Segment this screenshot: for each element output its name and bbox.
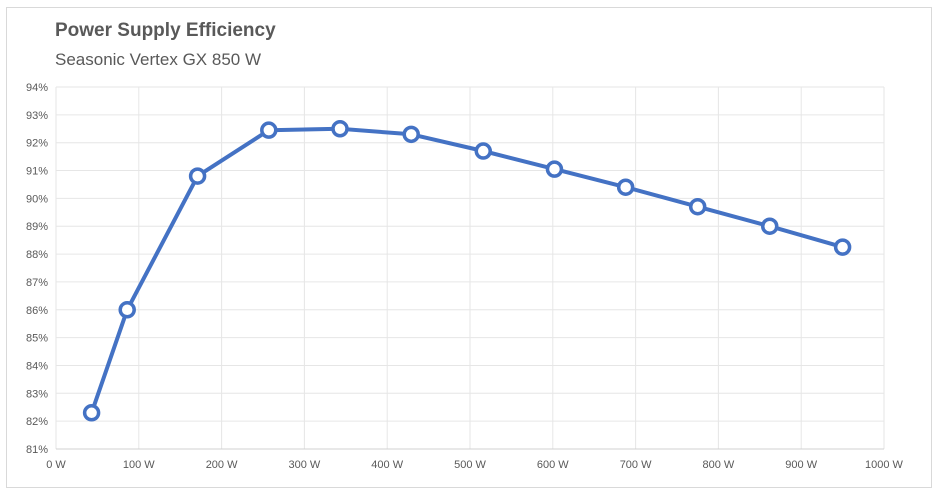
data-point xyxy=(833,238,852,256)
y-tick-label: 93% xyxy=(26,110,48,122)
y-tick-label: 87% xyxy=(26,277,48,289)
y-tick-label: 90% xyxy=(26,193,48,205)
y-tick-label: 92% xyxy=(26,138,48,150)
y-tick-label: 84% xyxy=(26,360,48,372)
x-tick-label: 200 W xyxy=(206,459,238,471)
y-tick-label: 83% xyxy=(26,388,48,400)
axes: 81% 82% 83% 84% 85% 86% 87% 88% 89% 90% 91% 92% 93% 9… xyxy=(26,82,904,471)
data-point xyxy=(402,125,420,144)
x-tick-label: 600 W xyxy=(537,459,569,471)
y-tick-label: 89% xyxy=(26,221,48,233)
x-tick-label: 400 W xyxy=(371,459,403,471)
gridlines xyxy=(55,86,885,450)
data-point xyxy=(616,178,635,196)
series-line xyxy=(89,126,845,415)
y-tick-label: 85% xyxy=(26,333,48,345)
y-tick-label: 81% xyxy=(26,444,48,456)
x-tick-label: 1000 W xyxy=(865,459,904,471)
series-layer xyxy=(82,120,852,422)
x-tick-label: 0 W xyxy=(46,459,66,471)
x-tick-label: 100 W xyxy=(123,459,155,471)
x-tick-label: 300 W xyxy=(289,459,321,471)
data-point xyxy=(331,120,349,138)
x-tick-label: 800 W xyxy=(703,459,735,471)
y-tick-label: 88% xyxy=(26,249,48,261)
x-tick-label: 700 W xyxy=(620,459,652,471)
data-point xyxy=(688,197,707,216)
data-point xyxy=(760,217,779,235)
chart-title: Power Supply Efficiency xyxy=(55,20,276,41)
data-point xyxy=(188,167,207,185)
y-tick-label: 86% xyxy=(26,305,48,317)
data-point xyxy=(118,301,136,319)
x-tick-label: 500 W xyxy=(454,459,486,471)
y-tick-label: 91% xyxy=(26,166,48,178)
y-tick-label: 94% xyxy=(26,82,48,94)
y-tick-label: 82% xyxy=(26,416,48,428)
data-point xyxy=(82,404,101,422)
data-point xyxy=(545,160,564,178)
data-point xyxy=(260,121,278,139)
data-point xyxy=(474,142,492,160)
chart-subtitle: Seasonic Vertex GX 850 W xyxy=(55,50,261,69)
x-tick-label: 900 W xyxy=(785,459,817,471)
